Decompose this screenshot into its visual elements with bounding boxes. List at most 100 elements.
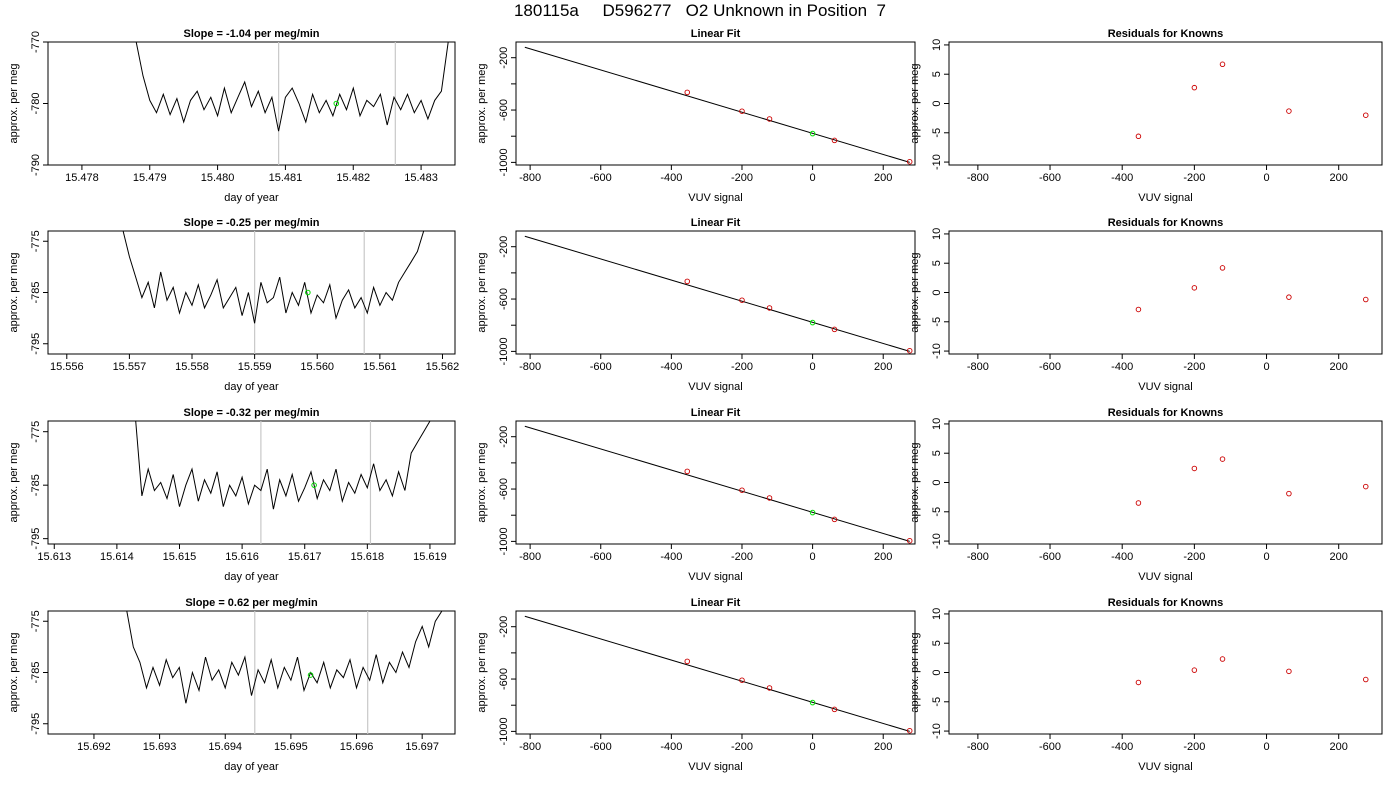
known-point (766, 116, 773, 122)
x-tick-label: -400 (660, 551, 682, 563)
panel-line-r2c0: Slope = -0.32 per meg/min 15.613 15.614 15.… (8, 407, 456, 583)
x-tick-label: 15.615 (163, 551, 197, 563)
y-tick-label: 10 (931, 39, 943, 51)
y-tick-label: -770 (30, 31, 42, 53)
x-tick-label: -800 (519, 172, 541, 184)
x-tick-label: 200 (1330, 551, 1348, 563)
y-tick-label: -1000 (498, 337, 510, 365)
y-tick-label: 5 (931, 450, 943, 456)
x-tick-label: 200 (1330, 172, 1348, 184)
x-tick-label: 0 (1263, 172, 1269, 184)
x-axis-label: VUV signal (688, 192, 742, 204)
known-point (766, 305, 773, 311)
x-tick-label: -400 (1111, 741, 1133, 753)
x-tick-label: -800 (967, 172, 989, 184)
y-tick-label: 10 (931, 418, 943, 430)
x-axis-label: VUV signal (1138, 192, 1192, 204)
y-tick-label: 0 (931, 100, 943, 106)
y-axis-label: approx. per meg (8, 442, 20, 522)
y-tick-label: -10 (931, 533, 943, 549)
plot-frame (948, 420, 1383, 545)
known-point (684, 658, 691, 665)
y-tick-label: -10 (931, 154, 943, 170)
plot-area (1135, 656, 1369, 686)
known-point (1191, 667, 1198, 673)
y-tick-label: 5 (931, 260, 943, 266)
x-tick-label: -200 (731, 172, 753, 184)
x-tick-label: 15.482 (336, 172, 370, 184)
known-point (906, 347, 913, 354)
known-point (739, 297, 745, 303)
y-tick-label: -1000 (498, 148, 510, 176)
y-tick-label: -600 (498, 478, 510, 500)
x-tick-label: -600 (590, 172, 612, 184)
known-point (1286, 108, 1292, 114)
x-tick-label: 0 (1263, 361, 1269, 373)
x-tick-label: -400 (660, 361, 682, 373)
plot-area (126, 611, 443, 704)
panel-title: Residuals for Knowns (1108, 407, 1224, 419)
x-tick-label: 15.696 (340, 741, 374, 753)
unknown-point (809, 509, 816, 516)
y-tick-label: -200 (498, 236, 510, 258)
x-tick-label: -800 (519, 551, 541, 563)
x-tick-label: 15.697 (405, 741, 439, 753)
x-axis-label: VUV signal (688, 571, 742, 583)
y-tick-label: -795 (30, 528, 42, 550)
x-tick-label: 0 (1263, 551, 1269, 563)
y-axis-label: approx. per meg (476, 63, 488, 143)
x-tick-label: 200 (874, 361, 892, 373)
x-tick-label: -600 (1039, 741, 1061, 753)
panel-scatter-r0c2: Residuals for Knowns -800 -600 -400 -200 0 200… (909, 28, 1383, 204)
x-tick-label: -800 (967, 741, 989, 753)
y-tick-label: -10 (931, 343, 943, 359)
x-tick-label: 15.619 (413, 551, 447, 563)
unknown-point (809, 319, 816, 326)
x-tick-label: 15.562 (426, 361, 460, 373)
known-point (906, 158, 913, 165)
y-axis-label: approx. per meg (476, 632, 488, 712)
y-axis-label: approx. per meg (909, 442, 921, 522)
y-tick-label: -5 (931, 317, 943, 327)
y-tick-label: 5 (931, 71, 943, 77)
x-tick-label: 15.557 (113, 361, 147, 373)
y-tick-label: 0 (931, 669, 943, 675)
x-tick-label: -400 (1111, 361, 1133, 373)
y-tick-label: -200 (498, 47, 510, 69)
y-tick-label: -600 (498, 99, 510, 121)
y-tick-label: -1000 (498, 527, 510, 555)
x-tick-label: -400 (660, 741, 682, 753)
y-tick-label: -785 (30, 661, 42, 683)
panel-title: Slope = -0.25 per meg/min (183, 217, 319, 229)
y-axis-label: approx. per meg (909, 252, 921, 332)
unknown-point (809, 130, 816, 137)
panel-title: Slope = -1.04 per meg/min (183, 28, 319, 40)
x-tick-label: -400 (1111, 172, 1133, 184)
plot-area (122, 231, 425, 324)
plot-area (1135, 456, 1369, 506)
plot-area (1135, 265, 1369, 313)
y-tick-label: -10 (931, 723, 943, 739)
x-axis-label: day of year (224, 192, 279, 204)
x-tick-label: -600 (1039, 172, 1061, 184)
x-axis-label: VUV signal (688, 381, 742, 393)
known-point (1135, 306, 1142, 313)
plot-frame (515, 420, 916, 545)
y-tick-label: -790 (30, 154, 42, 176)
y-tick-label: -5 (931, 128, 943, 138)
known-point (1286, 294, 1292, 300)
known-point (739, 677, 745, 683)
x-tick-label: 200 (874, 551, 892, 563)
known-point (1286, 490, 1292, 497)
x-tick-label: -800 (967, 551, 989, 563)
known-point (1219, 61, 1226, 68)
x-tick-label: 200 (874, 741, 892, 753)
y-tick-label: -600 (498, 288, 510, 310)
signal-trace (135, 421, 431, 510)
panel-title: Residuals for Knowns (1108, 28, 1224, 40)
y-tick-label: -5 (931, 697, 943, 707)
x-axis-label: VUV signal (1138, 761, 1192, 773)
x-tick-label: 15.558 (175, 361, 209, 373)
x-tick-label: 15.479 (133, 172, 167, 184)
y-tick-label: 0 (931, 479, 943, 485)
